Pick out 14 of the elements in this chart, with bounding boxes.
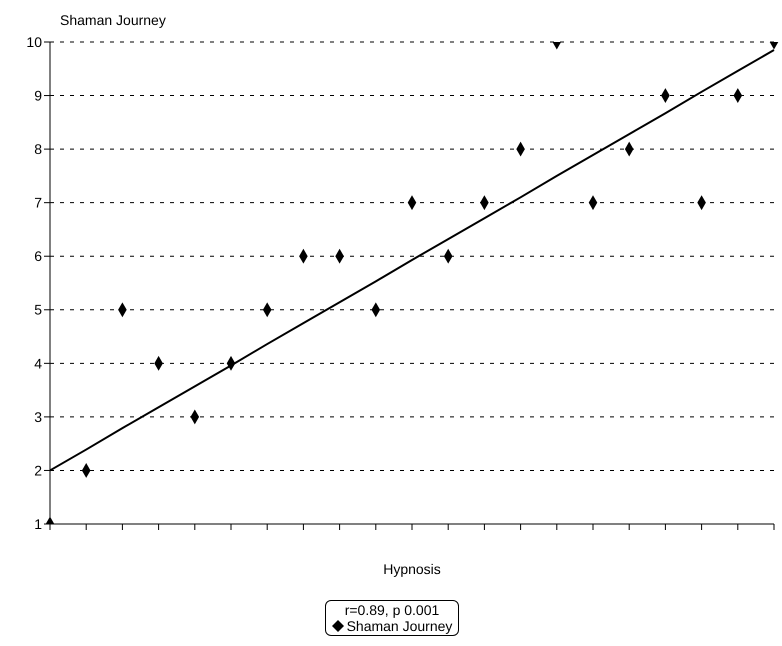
y-tick-label: 4 <box>34 355 42 372</box>
y-tick-label: 6 <box>34 248 42 264</box>
y-axis-title: Shaman Journey <box>60 12 166 28</box>
y-tick-label: 3 <box>34 408 42 425</box>
legend-label: Shaman Journey <box>346 618 452 634</box>
y-tick-label: 8 <box>34 141 42 158</box>
y-tick-label: 9 <box>34 88 42 104</box>
y-tick-label: 1 <box>34 516 42 532</box>
y-tick-label: 7 <box>34 194 42 211</box>
x-axis-title: Hypnosis <box>383 561 441 577</box>
text: r=0.89, p 0.001 <box>344 602 440 618</box>
y-tick-label: 10 <box>26 34 42 50</box>
y-tick-label: 5 <box>34 302 42 318</box>
y-tick-label: 2 <box>34 462 42 478</box>
